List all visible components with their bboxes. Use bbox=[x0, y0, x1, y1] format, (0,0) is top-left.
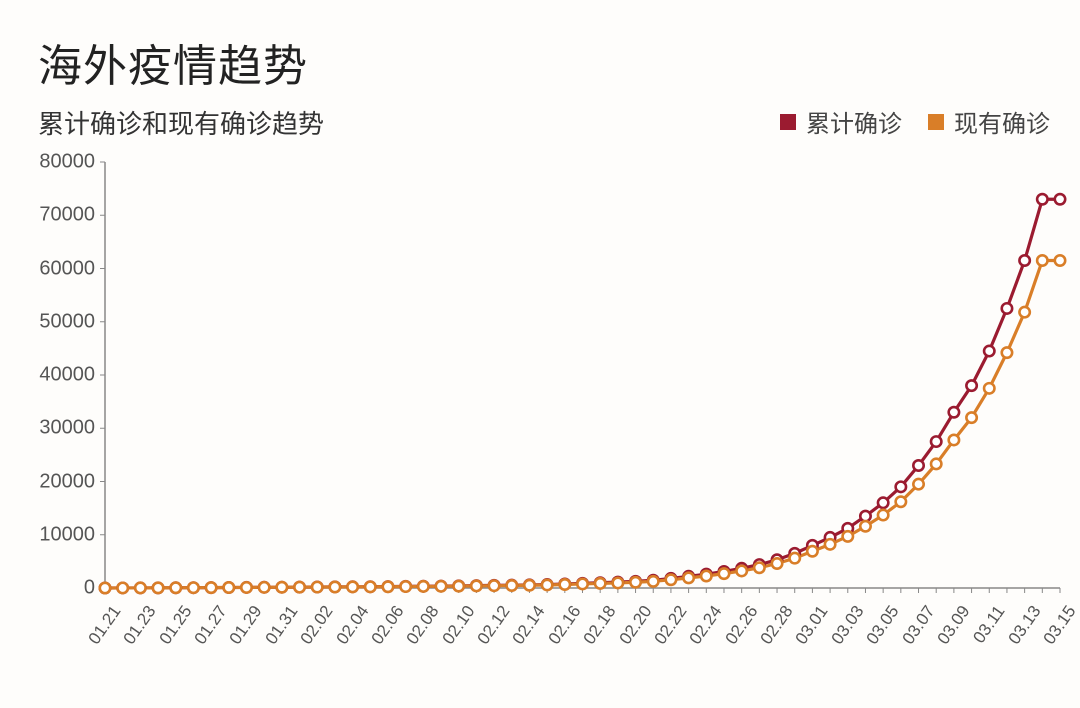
page-title: 海外疫情趋势 bbox=[38, 30, 308, 94]
y-tick-label: 0 bbox=[15, 577, 95, 600]
legend-item-cumulative: 累计确诊 bbox=[780, 104, 902, 139]
chart-subtitle: 累计确诊和现有确诊趋势 bbox=[38, 104, 324, 141]
chart-area: 0 10000 20000 30000 40000 50000 60000 70000 8000… bbox=[0, 150, 1080, 690]
y-tick-label: 30000 bbox=[15, 417, 95, 440]
legend-swatch-cumulative bbox=[780, 114, 796, 130]
legend-label-current: 现有确诊 bbox=[954, 104, 1050, 139]
y-tick-label: 50000 bbox=[15, 310, 95, 333]
legend-swatch-current bbox=[928, 114, 944, 130]
y-tick-label: 40000 bbox=[15, 364, 95, 387]
y-tick-label: 70000 bbox=[15, 204, 95, 227]
y-tick-label: 20000 bbox=[15, 470, 95, 493]
y-tick-label: 80000 bbox=[15, 151, 95, 174]
legend-item-current: 现有确诊 bbox=[928, 104, 1050, 139]
legend: 累计确诊 现有确诊 bbox=[780, 104, 1050, 139]
y-tick-label: 10000 bbox=[15, 523, 95, 546]
legend-label-cumulative: 累计确诊 bbox=[806, 104, 902, 139]
chart-container: 海外疫情趋势 累计确诊和现有确诊趋势 累计确诊 现有确诊 0 10000 20000… bbox=[0, 0, 1080, 708]
y-tick-label: 60000 bbox=[15, 257, 95, 280]
